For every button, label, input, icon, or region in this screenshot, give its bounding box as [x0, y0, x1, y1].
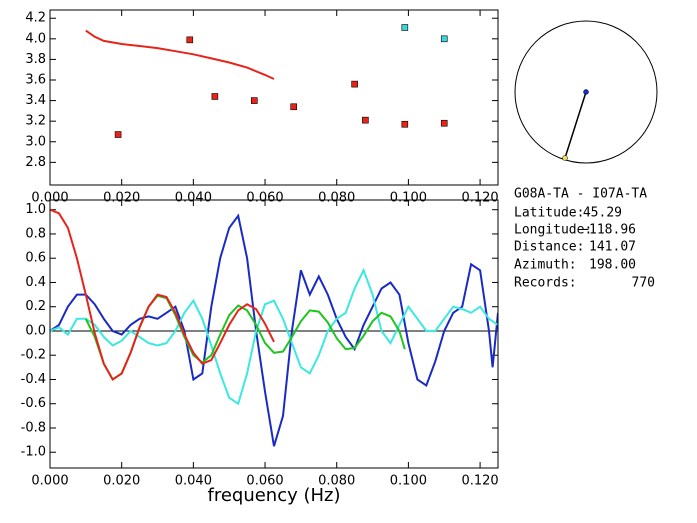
x-tick-label: 0.040: [175, 474, 212, 489]
y-tick-label: 3.6: [25, 73, 46, 88]
plot-frame: [49, 199, 499, 469]
x-tick-label: 0.020: [103, 474, 140, 489]
y-tick-label: 0.8: [25, 226, 46, 241]
map-circle: [514, 20, 658, 164]
y-tick-label: -0.6: [21, 396, 46, 411]
chart-panel: 0.000 0.020 0.040 0.060 0.080 0.100 0.120 2.8 3.…: [25, 9, 499, 206]
y-tick-label: 0.0: [25, 323, 46, 338]
info-label: Distance:: [514, 240, 584, 255]
point: [211, 93, 219, 100]
info-value: 770: [632, 276, 655, 291]
x-tick-label: 0.060: [246, 191, 283, 206]
point: [440, 35, 448, 43]
point: [362, 116, 369, 124]
x-tick-label: 0.100: [390, 474, 427, 489]
info-label: Records:: [514, 276, 577, 291]
info-label: Latitude:: [514, 206, 584, 221]
point: [186, 36, 194, 44]
path-line: [564, 91, 587, 159]
x-tick-label: 0.100: [390, 191, 427, 206]
x-tick-label: 0.000: [31, 191, 68, 206]
x-tick-label: 0.120: [461, 191, 498, 206]
x-tick-label: 0.120: [461, 474, 498, 489]
y-tick-label: 4.2: [25, 11, 46, 26]
x-tick-label: 0.020: [103, 191, 140, 206]
x-axis-label: frequency (Hz): [207, 485, 340, 506]
station-a: [583, 89, 589, 95]
info-value: 198.00: [589, 258, 636, 273]
x-tick-label: 0.080: [318, 474, 355, 489]
info-panel: G08A-TA - I07A-TA Latitude:45.29 Longitud…: [514, 187, 655, 291]
x-tick-label: 0.080: [318, 191, 355, 206]
series-line: [50, 267, 498, 406]
info-label: Azimuth:: [514, 258, 577, 273]
y-tick-label: -0.4: [21, 372, 46, 387]
series-line: [50, 213, 498, 447]
y-tick-label: 0.4: [25, 275, 46, 290]
point: [290, 103, 298, 111]
series-line: [85, 29, 275, 80]
y-tick-label: 3.0: [25, 134, 46, 149]
point: [401, 120, 409, 128]
point: [114, 131, 122, 138]
y-tick-label: 2.8: [25, 155, 46, 170]
y-tick-label: 3.2: [25, 114, 46, 129]
info-value: 141.07: [589, 240, 636, 255]
info-label: Longitude:: [514, 223, 592, 238]
series-line: [84, 294, 406, 381]
info-value: 45.29: [583, 206, 622, 221]
point: [401, 24, 409, 31]
x-tick-label: 0.040: [175, 191, 212, 206]
y-tick-label: -0.8: [21, 420, 46, 435]
info-value: −118.96: [581, 223, 636, 238]
station-b: [562, 155, 568, 161]
y-tick-label: -1.0: [21, 445, 46, 460]
y-tick-label: 4.0: [25, 31, 46, 46]
point: [351, 80, 358, 88]
chart-panel: 0.000 0.020 0.040 0.060 0.080 0.100 0.120 -1.0 -…: [21, 199, 499, 506]
point: [440, 119, 448, 127]
station-map: [514, 20, 658, 164]
x-tick-label: 0.060: [246, 474, 283, 489]
series-line: [50, 208, 275, 381]
plot-frame: [49, 9, 499, 186]
point: [250, 97, 258, 104]
y-tick-label: 0.2: [25, 299, 46, 314]
y-tick-label: 1.0: [25, 202, 46, 217]
y-tick-label: 0.6: [25, 251, 46, 266]
station-pair: G08A-TA - I07A-TA: [514, 187, 647, 202]
y-tick-label: 3.8: [25, 52, 46, 67]
y-tick-label: -0.2: [21, 348, 46, 363]
y-tick-label: 3.4: [25, 93, 46, 108]
x-tick-label: 0.000: [31, 474, 68, 489]
